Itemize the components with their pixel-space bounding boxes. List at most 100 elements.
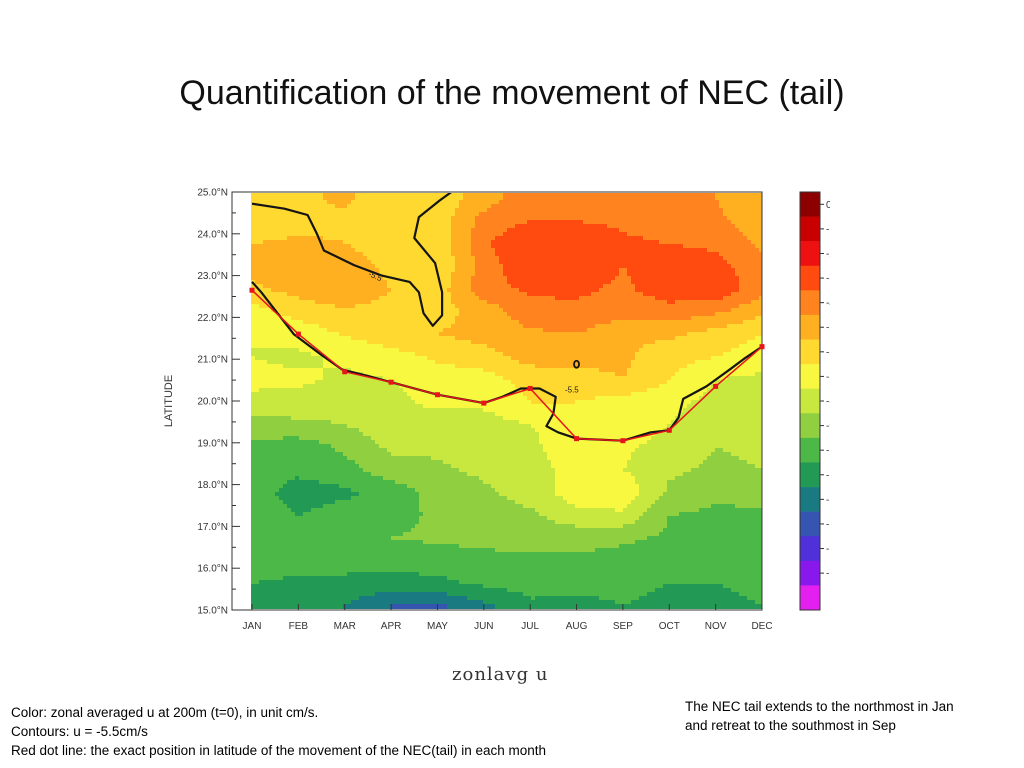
heatmap-cell — [379, 296, 384, 301]
heatmap-cell — [323, 284, 328, 289]
heatmap-cell — [331, 216, 336, 221]
heatmap-cell — [299, 484, 304, 489]
heatmap-cell — [367, 228, 372, 233]
heatmap-cell — [419, 240, 424, 245]
heatmap-cell — [331, 596, 336, 601]
heatmap-cell — [383, 328, 388, 333]
heatmap-cell — [323, 396, 328, 401]
heatmap-cell — [275, 396, 280, 401]
heatmap-cell — [251, 500, 256, 505]
heatmap-cell — [263, 196, 268, 201]
heatmap-cell — [395, 488, 400, 493]
heatmap-cell — [351, 360, 356, 365]
heatmap-cell — [267, 384, 272, 389]
heatmap-cell — [435, 436, 440, 441]
heatmap-cell — [431, 268, 436, 273]
heatmap-cell — [351, 524, 356, 529]
heatmap-cell — [391, 412, 396, 417]
heatmap-cell — [367, 340, 372, 345]
heatmap-cell — [283, 380, 288, 385]
heatmap-cell — [347, 552, 352, 557]
heatmap-cell — [263, 232, 268, 237]
heatmap-cell — [371, 404, 376, 409]
heatmap-cell — [295, 324, 300, 329]
heatmap-cell — [399, 508, 404, 513]
heatmap-cell — [403, 528, 408, 533]
heatmap-cell — [411, 472, 416, 477]
heatmap-cell — [251, 448, 256, 453]
heatmap-cell — [395, 348, 400, 353]
heatmap-cell — [387, 300, 392, 305]
heatmap-cell — [343, 516, 348, 521]
heatmap-cell — [267, 512, 272, 517]
heatmap-cell — [375, 580, 380, 585]
heatmap-cell — [359, 496, 364, 501]
heatmap-cell — [403, 288, 408, 293]
heatmap-cell — [251, 544, 256, 549]
heatmap-cell — [307, 448, 312, 453]
heatmap-cell — [339, 264, 344, 269]
heatmap-cell — [283, 256, 288, 261]
heatmap-cell — [319, 492, 324, 497]
heatmap-cell — [355, 484, 360, 489]
heatmap-cell — [439, 416, 444, 421]
heatmap-cell — [339, 280, 344, 285]
heatmap-cell — [415, 352, 420, 357]
heatmap-cell — [335, 300, 340, 305]
heatmap-cell — [363, 452, 368, 457]
heatmap-cell — [295, 436, 300, 441]
heatmap-cell — [407, 464, 412, 469]
heatmap-cell — [375, 388, 380, 393]
heatmap-cell — [435, 592, 440, 597]
heatmap-cell — [379, 364, 384, 369]
heatmap-cell — [263, 524, 268, 529]
heatmap-cell — [423, 452, 428, 457]
heatmap-cell — [431, 576, 436, 581]
heatmap-cell — [251, 256, 256, 261]
heatmap-cell — [327, 200, 332, 205]
heatmap-cell — [303, 272, 308, 277]
heatmap-cell — [407, 540, 412, 545]
heatmap-cell — [427, 364, 432, 369]
heatmap-cell — [431, 596, 436, 601]
heatmap-cell — [439, 252, 444, 257]
heatmap-cell — [259, 272, 264, 277]
heatmap-cell — [367, 596, 372, 601]
heatmap-cell — [307, 484, 312, 489]
heatmap-cell — [259, 388, 264, 393]
heatmap-cell — [303, 492, 308, 497]
heatmap-cell — [255, 484, 260, 489]
heatmap-cell — [395, 216, 400, 221]
heatmap-cell — [419, 364, 424, 369]
heatmap-cell — [315, 532, 320, 537]
heatmap-cell — [347, 520, 352, 525]
heatmap-cell — [431, 248, 436, 253]
heatmap-cell — [363, 304, 368, 309]
heatmap-cell — [371, 352, 376, 357]
heatmap-cell — [435, 424, 440, 429]
heatmap-cell — [347, 456, 352, 461]
heatmap-cell — [395, 260, 400, 265]
heatmap-cell — [303, 336, 308, 341]
heatmap-cell — [279, 392, 284, 397]
heatmap-cell — [279, 400, 284, 405]
heatmap-cell — [383, 524, 388, 529]
heatmap-cell — [283, 204, 288, 209]
heatmap-cell — [311, 332, 316, 337]
heatmap-cell — [439, 208, 444, 213]
heatmap-cell — [319, 308, 324, 313]
heatmap-cell — [275, 468, 280, 473]
heatmap-cell — [323, 412, 328, 417]
heatmap-cell — [423, 196, 428, 201]
heatmap-cell — [367, 436, 372, 441]
heatmap-cell — [339, 308, 344, 313]
heatmap-cell — [411, 236, 416, 241]
heatmap-cell — [431, 420, 436, 425]
heatmap-cell — [407, 256, 412, 261]
heatmap-cell — [327, 316, 332, 321]
heatmap-cell — [407, 544, 412, 549]
heatmap-cell — [355, 544, 360, 549]
heatmap-cell — [383, 288, 388, 293]
heatmap-cell — [295, 236, 300, 241]
heatmap-cell — [295, 504, 300, 509]
